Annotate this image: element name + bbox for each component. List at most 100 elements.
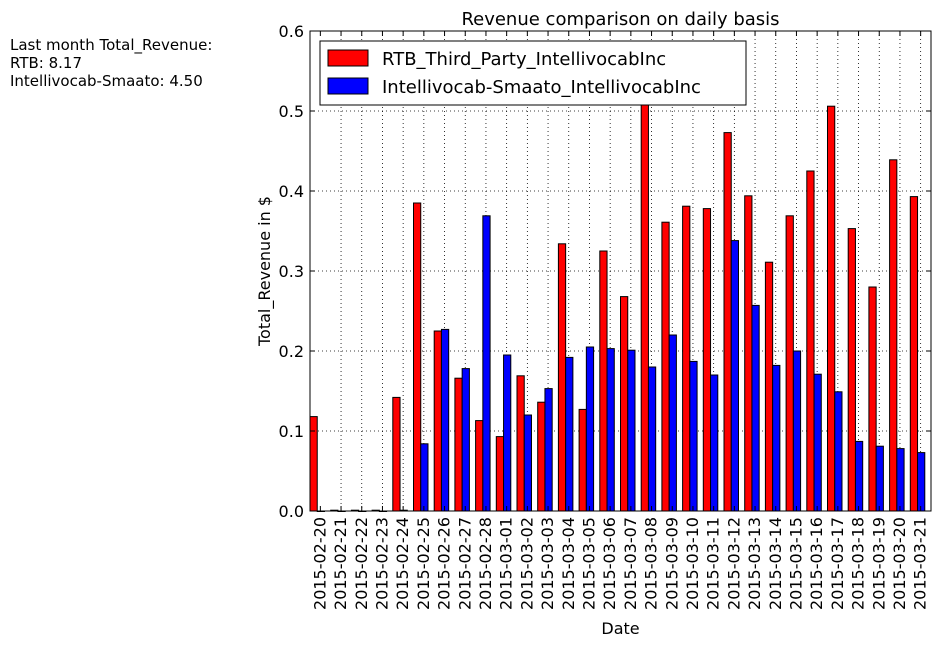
y-tick-label: 0.5 (279, 102, 304, 121)
bar-rtb (392, 396, 401, 512)
bar-rtb (495, 436, 505, 512)
bar-smaato (647, 366, 657, 512)
bar-rtb (909, 196, 919, 512)
bar-rtb (785, 215, 794, 512)
bar-smaato (523, 414, 532, 512)
bars (309, 102, 926, 512)
x-tick-label: 2015-02-27 (455, 517, 474, 610)
bar-smaato (792, 350, 802, 512)
bar-rtb (537, 401, 546, 512)
x-tick-label: 2015-03-09 (662, 517, 681, 610)
x-tick-label: 2015-03-11 (704, 517, 723, 610)
x-tick-label: 2015-03-16 (807, 517, 826, 610)
bar-smaato (440, 328, 450, 512)
x-tick-label: 2015-03-05 (579, 517, 598, 610)
x-tick-label: 2015-02-28 (476, 517, 495, 610)
x-tick-label: 2015-03-07 (621, 517, 640, 610)
summary-heading: Last month Total_Revenue: (10, 36, 213, 54)
bar-smaato (854, 440, 864, 512)
x-tick-label: 2015-03-01 (497, 517, 516, 610)
y-tick-label: 0.4 (279, 182, 304, 201)
bar-rtb (516, 375, 525, 512)
bar-smaato (875, 445, 884, 512)
x-tick-label: 2015-03-12 (724, 517, 743, 610)
chart-title: Revenue comparison on daily basis (461, 9, 779, 30)
x-tick-label: 2015-03-15 (786, 517, 805, 610)
bar-smaato (420, 443, 429, 512)
y-axis-label: Total_Revenue in $ (255, 196, 275, 347)
bar-rtb (599, 250, 608, 512)
bar-rtb (640, 102, 649, 512)
bar-smaato (544, 388, 553, 512)
bar-rtb (764, 261, 774, 512)
legend-label: Intellivocab-Smaato_IntellivocabInc (382, 77, 701, 98)
bar-rtb (702, 208, 712, 512)
bar-rtb (661, 221, 670, 512)
x-tick-label: 2015-02-25 (414, 517, 433, 610)
x-axis-label: Date (601, 619, 639, 638)
x-tick-label: 2015-03-04 (559, 517, 578, 610)
bar-rtb (827, 105, 836, 512)
bar-rtb (557, 243, 567, 512)
bar-smaato (896, 448, 905, 512)
x-tick-label: 2015-03-02 (517, 517, 536, 610)
bar-smaato (772, 364, 781, 512)
x-tick-label: 2015-03-08 (642, 517, 661, 610)
bar-rtb (475, 420, 484, 512)
y-tick-label: 0.3 (279, 262, 304, 281)
legend-box (319, 40, 747, 106)
y-tick-label: 0.2 (279, 342, 304, 361)
bar-smaato (917, 452, 926, 512)
bar-rtb (723, 132, 732, 512)
bar-smaato (461, 368, 470, 512)
x-tick-label: 2015-03-14 (766, 517, 785, 610)
bar-smaato (668, 334, 677, 512)
x-tick-label: 2015-03-20 (890, 517, 909, 610)
bar-rtb (433, 330, 442, 512)
bar-rtb (847, 228, 856, 512)
summary-rtb: RTB: 8.17 (10, 54, 83, 72)
x-tick-label: 2015-03-18 (849, 517, 868, 610)
x-tick-label: 2015-02-22 (352, 517, 371, 610)
x-tick-label: 2015-03-10 (683, 517, 702, 610)
legend: RTB_Third_Party_IntellivocabInc Intellivo… (319, 40, 747, 106)
bar-smaato (710, 374, 719, 512)
x-tick-label: 2015-03-17 (828, 517, 847, 610)
bar-rtb (744, 195, 753, 512)
bar-smaato (834, 391, 843, 512)
bar-smaato (627, 349, 636, 512)
bar-rtb (454, 377, 463, 512)
summary-smaato: Intellivocab-Smaato: 4.50 (10, 72, 203, 90)
bar-rtb (806, 170, 815, 512)
bar-smaato (689, 360, 698, 512)
x-tick-label: 2015-03-03 (538, 517, 557, 610)
bar-smaato (585, 346, 595, 512)
legend-swatch (327, 77, 369, 95)
bar-smaato (482, 215, 491, 512)
bar-rtb (413, 202, 422, 512)
bar-smaato (751, 304, 760, 512)
x-tick-label: 2015-03-13 (745, 517, 764, 610)
bar-smaato (730, 240, 739, 512)
plot-frame (309, 30, 932, 512)
bar-rtb (682, 205, 691, 512)
legend-swatch (327, 49, 369, 67)
y-tick-label: 0.1 (279, 422, 304, 441)
bar-rtb (620, 296, 629, 512)
x-tick-label: 2015-02-23 (372, 517, 391, 610)
x-tick-label: 2015-02-24 (393, 517, 412, 610)
bar-rtb (868, 286, 877, 512)
bar-smaato (503, 354, 512, 512)
legend-label: RTB_Third_Party_IntellivocabInc (382, 49, 666, 70)
bar-rtb (578, 408, 587, 512)
bar-rtb (889, 159, 898, 512)
x-tick-label: 2015-02-26 (435, 517, 454, 610)
bar-smaato (813, 373, 822, 512)
x-tick-label: 2015-03-21 (911, 517, 930, 610)
x-tick-label: 2015-02-20 (310, 517, 329, 610)
y-tick-label: 0.0 (279, 502, 304, 521)
x-tick-label: 2015-02-21 (331, 517, 350, 610)
x-tick-label: 2015-03-06 (600, 517, 619, 610)
